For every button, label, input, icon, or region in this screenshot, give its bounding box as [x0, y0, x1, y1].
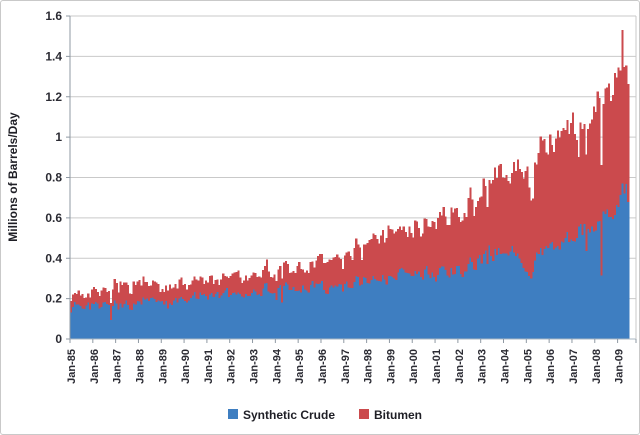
y-tick-label: 1.2 — [45, 90, 62, 104]
x-tick-label: Jan-02 — [454, 349, 466, 384]
x-tick-label: Jan-00 — [408, 349, 420, 384]
x-tick-label: Jan-94 — [271, 348, 283, 384]
x-tick-label: Jan-07 — [568, 349, 580, 384]
y-tick-label: 1.4 — [45, 49, 62, 63]
x-tick-label: Jan-95 — [294, 349, 306, 384]
x-axis-tick-labels: Jan-85 Jan-86 Jan-87 Jan-88 Jan-89 Jan-90 Jan-… — [66, 348, 626, 384]
x-tick-label: Jan-85 — [66, 349, 78, 384]
x-tick-label: Jan-93 — [249, 349, 261, 384]
legend: Synthetic Crude Bitumen — [228, 408, 422, 422]
y-tick-label: 1 — [55, 130, 62, 144]
x-tick-label: Jan-91 — [203, 349, 215, 384]
x-tick-label: Jan-87 — [112, 349, 124, 384]
x-tick-label: Jan-03 — [477, 349, 489, 384]
x-tick-label: Jan-08 — [591, 349, 603, 384]
x-tick-label: Jan-98 — [363, 349, 375, 384]
y-tick-label: 1.6 — [45, 9, 62, 23]
x-tick-label: Jan-88 — [134, 349, 146, 384]
legend-swatch-synthetic-crude — [228, 409, 238, 419]
axes — [66, 15, 637, 343]
legend-label-bitumen: Bitumen — [374, 408, 422, 422]
y-axis-tick-labels: 0 0.2 0.4 0.6 0.8 1 1.2 1.4 1.6 — [45, 9, 62, 346]
x-tick-label: Jan-86 — [89, 349, 101, 384]
y-tick-label: 0.2 — [45, 292, 62, 306]
x-tick-label: Jan-96 — [317, 349, 329, 384]
y-tick-label: 0.8 — [45, 171, 62, 185]
x-tick-label: Jan-89 — [157, 349, 169, 384]
legend-swatch-bitumen — [359, 409, 369, 419]
area-synthetic-crude — [70, 183, 630, 339]
area-series — [70, 30, 630, 339]
y-tick-label: 0.4 — [45, 251, 62, 265]
x-tick-label: Jan-97 — [340, 349, 352, 384]
x-tick-label: Jan-01 — [431, 349, 443, 384]
x-tick-label: Jan-90 — [180, 349, 192, 384]
x-tick-label: Jan-06 — [545, 349, 557, 384]
y-tick-label: 0.6 — [45, 211, 62, 225]
y-tick-label: 0 — [55, 332, 62, 346]
x-tick-label: Jan-09 — [614, 349, 626, 384]
x-tick-label: Jan-99 — [385, 349, 397, 384]
legend-label-synthetic-crude: Synthetic Crude — [243, 408, 335, 422]
area-bitumen — [70, 30, 630, 321]
x-tick-label: Jan-92 — [226, 349, 238, 384]
x-tick-label: Jan-05 — [522, 349, 534, 384]
y-axis-title: Millions of Barrels/Day — [6, 112, 20, 242]
x-tick-label: Jan-04 — [500, 348, 512, 384]
